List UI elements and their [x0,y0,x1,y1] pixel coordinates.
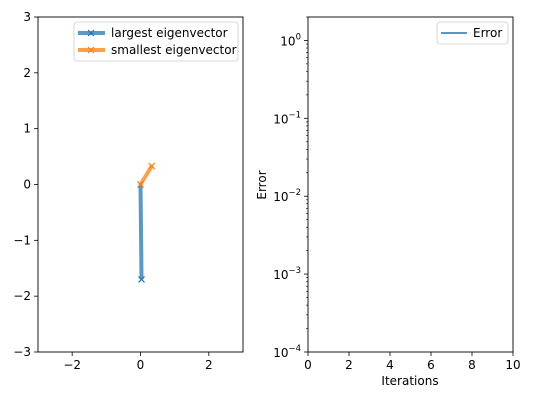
x-tick-label: −2 [63,358,81,372]
error-x-ticks: 0 2 4 6 8 10 [304,352,521,372]
eigenvector-plot: −2 0 2 −3 −2 −1 0 1 2 3 largest eigenvector smal… [13,10,244,372]
error-x-axis-label: Iterations [381,374,438,388]
series-line-0 [138,184,144,280]
y-tick-label: 10−3 [273,266,301,282]
y-tick-label: 10−4 [273,344,301,360]
x-tick-label: 0 [137,358,145,372]
series-line-1 [138,165,154,186]
eigenvector-lines [137,162,156,283]
error-legend-box [436,21,509,45]
y-tick-label: 2 [23,66,31,80]
legend-smallest-marker [87,46,95,54]
y-tick-label: 10−1 [273,110,301,126]
error-legend: Error [436,21,509,45]
x-tick-label: 2 [345,358,353,372]
error-y-axis-label: Error [255,170,269,199]
series-point-1 [137,181,144,188]
legend-largest-label: largest eigenvector [111,26,228,40]
x-tick-label: 4 [386,358,394,372]
x-tick-label: 10 [505,358,520,372]
eigenvector-legend-box [73,21,239,62]
y-tick-label: −1 [13,233,31,247]
legend-smallest-label: smallest eigenvector [111,43,237,57]
y-tick-label: 3 [23,10,31,24]
error-plot-frame [307,16,514,353]
x-tick-label: 6 [427,358,435,372]
y-tick-label: 10−2 [273,188,301,204]
y-tick-label: 0 [23,178,31,192]
y-tick-label: 1 [23,122,31,136]
legend-largest-marker [87,29,95,37]
eigenvector-x-ticks: −2 0 2 [63,352,213,372]
eigenvector-y-ticks: −3 −2 −1 0 1 2 3 [13,10,38,359]
error-plot: 0 2 4 6 8 10 10−4 10−3 10−2 10−1 100 Iterations E… [255,16,521,388]
error-y-ticks: 10−4 10−3 10−2 10−1 100 [273,16,308,360]
x-tick-label: 2 [205,358,213,372]
series-point-1 [148,162,156,170]
y-tick-label: −3 [13,345,31,359]
y-tick-label: 100 [280,32,301,48]
eigenvector-legend: largest eigenvector smallest eigenvector [73,21,239,62]
series-point-0 [138,275,145,283]
x-tick-label: 0 [304,358,312,372]
legend-error-label: Error [473,26,502,40]
x-tick-label: 8 [468,358,476,372]
y-tick-label: −2 [13,289,31,303]
